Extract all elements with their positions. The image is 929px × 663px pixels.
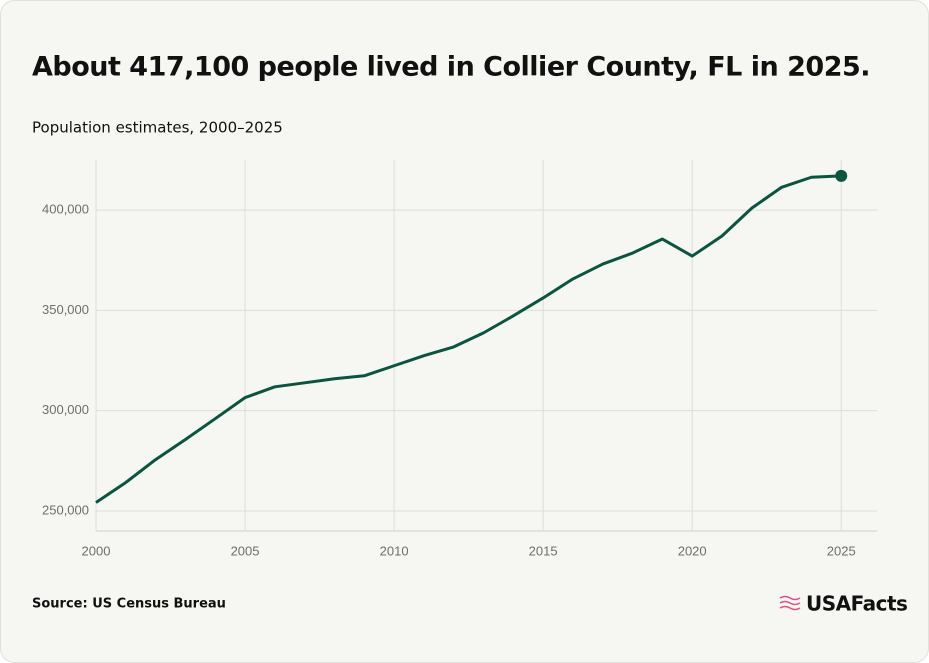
- x-tick-label: 2020: [678, 543, 707, 558]
- x-tick-label: 2025: [827, 543, 856, 558]
- end-point: [835, 169, 848, 182]
- chart-subtitle: Population estimates, 2000–2025: [32, 119, 283, 137]
- x-tick-label: 2015: [529, 543, 558, 558]
- y-tick-label: 250,000: [42, 502, 89, 517]
- logo-flag: [779, 595, 801, 611]
- x-tick-label: 2005: [231, 543, 260, 558]
- x-tick-label: 2010: [380, 543, 409, 558]
- y-tick-label: 300,000: [42, 402, 89, 417]
- logo-text: USAFacts: [806, 592, 907, 616]
- line: [95, 174, 842, 504]
- y-tick-label: 400,000: [42, 202, 89, 217]
- logo-icon: [779, 595, 801, 611]
- y-tick-label: 350,000: [42, 302, 89, 317]
- source: Source: US Census Bureau: [32, 597, 226, 612]
- chart-title: About 417,100 people lived in Collier Co…: [32, 52, 870, 83]
- x-tick-label: 2000: [82, 543, 111, 558]
